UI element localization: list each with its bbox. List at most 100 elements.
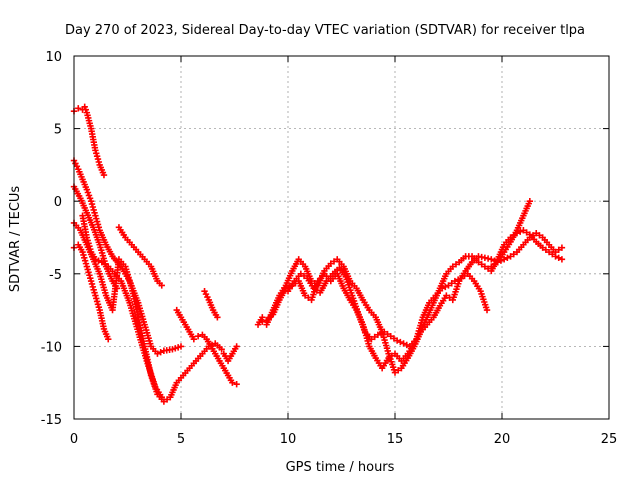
y-tick-label: 0 [54, 195, 62, 210]
data-point [452, 261, 460, 268]
data-point [504, 254, 511, 262]
data-point [552, 248, 559, 256]
data-point [491, 261, 498, 268]
data-point [497, 257, 505, 264]
data-point [555, 254, 562, 262]
data-point [481, 263, 489, 270]
y-tick-label: -10 [41, 340, 62, 355]
x-tick-label: 5 [177, 432, 185, 447]
data-points [70, 103, 566, 405]
data-point [513, 229, 521, 237]
y-tick-label: 10 [45, 50, 62, 65]
data-point [533, 229, 540, 237]
data-point [494, 258, 501, 266]
data-point [391, 369, 399, 376]
data-point [377, 330, 385, 337]
data-point [233, 380, 240, 388]
data-point [516, 228, 524, 235]
data-point [475, 258, 482, 266]
data-point [259, 318, 266, 325]
data-point [218, 346, 225, 353]
data-point [545, 248, 553, 256]
data-point [507, 253, 514, 260]
data-point [510, 232, 517, 239]
data-point [478, 261, 485, 268]
x-tick-label: 15 [387, 432, 404, 447]
data-point [539, 244, 546, 251]
data-point [384, 330, 391, 338]
y-axis-label: SDTVAR / TECUs [8, 186, 23, 293]
data-point [95, 257, 102, 264]
data-point [229, 379, 236, 386]
data-point [157, 349, 164, 356]
data-point [158, 394, 165, 401]
data-point [368, 335, 375, 343]
data-point [163, 396, 171, 403]
data-point [301, 292, 309, 299]
data-point [371, 333, 378, 341]
data-point [523, 229, 530, 236]
data-point [300, 272, 308, 280]
data-point [442, 283, 449, 291]
data-point [555, 246, 562, 254]
data-point [529, 232, 537, 239]
data-point [374, 331, 382, 338]
data-point [549, 250, 556, 258]
x-tick-label: 20 [494, 432, 511, 447]
data-point [448, 280, 455, 287]
data-point [395, 367, 402, 374]
data-point [75, 105, 82, 112]
data-point [381, 328, 388, 336]
data-point [310, 285, 317, 292]
y-tick-label: -15 [41, 413, 62, 428]
data-point [330, 258, 338, 265]
data-point [154, 350, 161, 357]
plot-frame [73, 55, 610, 420]
data-point [400, 340, 407, 347]
data-point [297, 270, 305, 277]
data-point [160, 398, 168, 405]
data-point [443, 292, 450, 299]
data-point [194, 333, 202, 340]
data-point [488, 256, 495, 263]
x-axis-label: GPS time / hours [286, 460, 395, 475]
data-point [101, 261, 109, 268]
data-point [438, 285, 446, 292]
data-point [510, 250, 517, 258]
data-point [507, 234, 514, 241]
data-point [483, 306, 491, 314]
data-point [445, 282, 452, 289]
data-point [526, 234, 534, 241]
data-point [214, 314, 221, 321]
chart-title: Day 270 of 2023, Sidereal Day-to-day VTE… [65, 23, 585, 38]
axis-ticks: 0 5 10 15 20 25 -15 -10 -5 0 5 10 [41, 50, 618, 447]
data-point [520, 227, 527, 234]
data-point [327, 260, 334, 267]
data-point [488, 263, 495, 270]
data-point [558, 256, 566, 263]
data-point [387, 333, 394, 340]
data-point [451, 277, 459, 285]
data-point [233, 343, 240, 350]
data-point [98, 258, 106, 266]
data-point [397, 338, 404, 346]
data-point [536, 232, 543, 239]
data-point [393, 337, 401, 344]
data-point [158, 282, 165, 289]
x-tick-label: 25 [601, 432, 618, 447]
data-point [449, 263, 456, 270]
y-tick-label: -5 [49, 268, 62, 283]
data-point [454, 276, 462, 283]
x-tick-label: 0 [70, 432, 78, 447]
x-tick-label: 10 [280, 432, 297, 447]
data-point [390, 335, 398, 342]
data-point [92, 256, 99, 263]
data-point [100, 171, 108, 179]
data-point [458, 274, 465, 282]
data-point [177, 343, 185, 350]
data-point [190, 335, 198, 343]
data-point [558, 244, 566, 251]
data-point [461, 272, 468, 280]
data-point [500, 256, 508, 263]
